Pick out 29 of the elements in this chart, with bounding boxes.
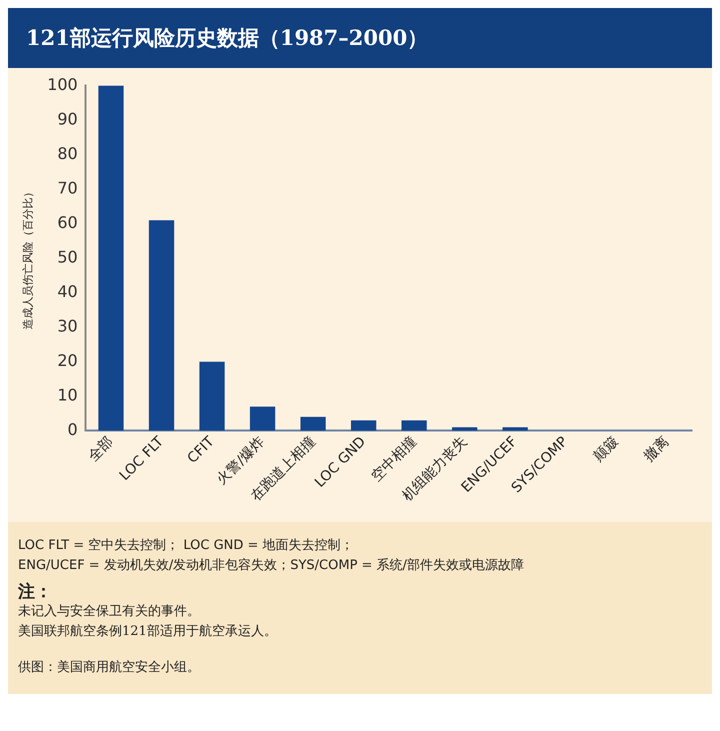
bar <box>350 420 376 431</box>
bar <box>300 416 326 431</box>
y-tick-label: 40 <box>57 282 78 301</box>
bar <box>98 86 124 431</box>
text: LOC FLT = 空中失去控制； LOC GND = 地面失去控制； <box>18 537 355 555</box>
x-tick-label: 颠簸 <box>590 434 622 465</box>
y-tick-label: 50 <box>57 247 78 266</box>
y-tick-label: 100 <box>47 74 78 94</box>
x-tick-label: 撤离 <box>641 434 672 465</box>
bar <box>199 362 225 431</box>
y-tick-label: 70 <box>57 178 78 198</box>
text: 注： <box>18 582 53 602</box>
y-tick-label: 30 <box>57 316 78 336</box>
text: 美国联邦航空条例121部适用于航空承运人。 <box>18 623 278 641</box>
x-tick-label: 全部 <box>85 434 116 465</box>
y-tick-label: 20 <box>57 350 78 370</box>
y-axis-title: 造成人员伤亡风险（百分比） <box>21 186 34 330</box>
y-tick-label: 80 <box>57 144 78 163</box>
bar <box>402 420 427 431</box>
text: 未记入与安全保卫有关的事件。 <box>18 603 201 621</box>
y-tick-label: 60 <box>57 212 78 232</box>
bar <box>250 406 276 431</box>
y-tick-label: 10 <box>57 385 78 404</box>
y-tick-label: 90 <box>57 109 78 128</box>
chart-title: 121部运行风险历史数据（1987–2000） <box>8 8 712 68</box>
bar <box>148 220 174 431</box>
text: ENG/UCEF = 发动机失效/发动机非包容失效；SYS/COMP = 系统/部件失效或电源故障 <box>18 557 525 575</box>
y-tick-label: 0 <box>68 420 78 439</box>
text: 供图：美国商用航空安全小组。 <box>18 659 201 677</box>
